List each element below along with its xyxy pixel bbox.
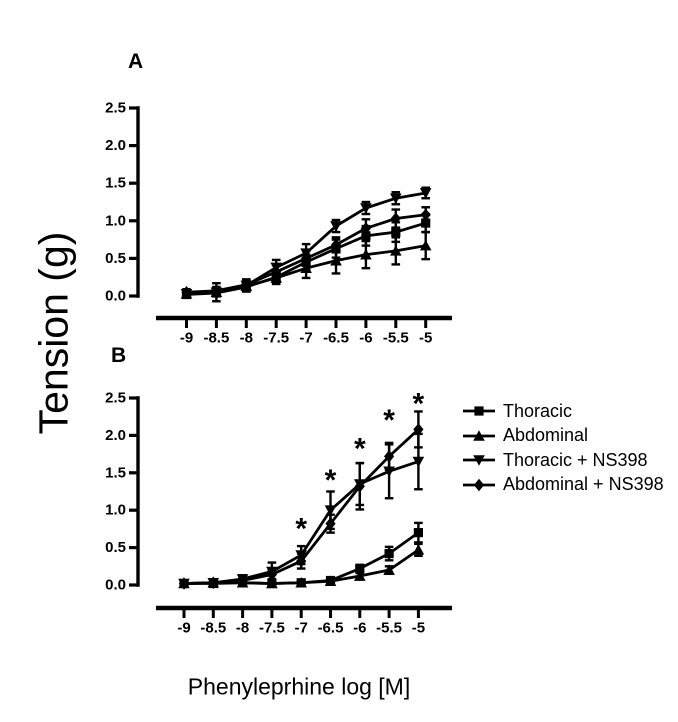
marker-diamond: [325, 517, 336, 530]
y-tick-label: 2.5: [105, 390, 126, 407]
y-tick-label: 1.0: [105, 502, 126, 519]
marker-diamond: [384, 450, 395, 463]
x-tick-label: -8.5: [203, 329, 229, 346]
panel-a-label: A: [128, 50, 144, 73]
x-tick-label: -8.5: [200, 619, 226, 636]
marker-triangle-up: [295, 576, 307, 588]
legend: Thoracic Abdominal Thoracic + NS398 Abdomin…: [462, 399, 664, 497]
marker-triangle-up: [390, 245, 402, 256]
x-tick-label: -6.5: [318, 619, 344, 636]
marker-triangle-down: [412, 456, 425, 468]
marker-diamond: [413, 423, 424, 436]
x-tick-label: -7: [295, 619, 308, 636]
significance-asterisk: *: [354, 432, 366, 465]
legend-label: Abdominal: [503, 425, 589, 446]
marker-diamond: [271, 265, 282, 279]
x-axis: -9 -8.5 -8 -7.5 -7 -6.5 -6 -5.5 -5: [156, 605, 452, 636]
y-tick-label: 2.0: [105, 137, 126, 154]
legend-marker-square-icon: [463, 406, 495, 416]
panel-a-plot: 0.0 0.5 1.0 1.5 2.0 2.5 -9 -8.5 -8 -7.5 -7 -6.5 -6 -5…: [105, 100, 452, 346]
legend-marker-triangle-down-icon: [463, 455, 495, 467]
marker-triangle-down: [473, 455, 485, 467]
y-tick-label: 0.0: [105, 577, 126, 594]
significance-asterisk: *: [325, 464, 337, 497]
legend-item: Abdominal + NS398: [462, 473, 664, 498]
marker-triangle-down: [330, 221, 342, 232]
y-tick-label: 0.5: [105, 250, 126, 267]
x-tick-label: -5: [412, 619, 425, 636]
y-tick-label: 1.5: [105, 175, 126, 192]
x-tick-label: -6: [353, 619, 366, 636]
marker-triangle-up: [419, 239, 432, 251]
marker-diamond: [473, 478, 485, 491]
significance-asterisk: *: [383, 404, 395, 437]
significance-asterisk: *: [413, 388, 425, 421]
x-axis: -9 -8.5 -8 -7.5 -7 -6.5 -6 -5.5 -5: [156, 315, 452, 346]
x-axis-title: Phenyleprhine log [M]: [187, 673, 411, 700]
x-tick-label: -9: [177, 619, 190, 636]
legend-item: Abdominal: [462, 424, 664, 449]
marker-triangle-up: [412, 544, 425, 555]
marker-triangle-down: [419, 188, 432, 199]
marker-diamond: [390, 212, 401, 225]
y-tick-label: 1.0: [105, 212, 126, 229]
series-triangle-down: [180, 186, 432, 303]
legend-item: Thoracic + NS398: [462, 448, 664, 473]
marker-square: [384, 548, 394, 559]
x-tick-label: -7.5: [263, 329, 289, 346]
y-tick-label: 0.5: [105, 539, 126, 556]
marker-square: [355, 563, 365, 574]
x-tick-label: -7: [299, 329, 312, 346]
series-diamond: [178, 410, 424, 590]
marker-diamond: [330, 238, 342, 252]
marker-triangle-up: [383, 564, 395, 575]
x-tick-label: -7.5: [259, 619, 285, 636]
marker-square: [413, 528, 423, 538]
marker-diamond: [354, 480, 365, 493]
y-axis: 0.0 0.5 1.0 1.5 2.0 2.5: [105, 390, 140, 594]
y-axis-title: Tension (g): [30, 231, 77, 435]
y-tick-label: 2.0: [105, 427, 126, 444]
y-tick-label: 0.0: [105, 288, 126, 305]
panel-b-label: B: [111, 344, 127, 367]
marker-diamond: [360, 222, 371, 235]
panel-b-plot: 0.0 0.5 1.0 1.5 2.0 2.5 -9 -8.5 -8 -7.5 -7 -6.5 -6 -5…: [105, 388, 452, 636]
marker-diamond: [420, 208, 431, 221]
marker-triangle-up: [473, 429, 485, 441]
legend-label: Thoracic + NS398: [503, 449, 648, 470]
marker-triangle-down: [360, 203, 372, 214]
x-tick-label: -5: [419, 329, 432, 346]
significance-asterisk: *: [295, 512, 307, 545]
marker-triangle-up: [266, 577, 278, 589]
marker-square: [474, 406, 484, 416]
x-tick-label: -6.5: [323, 329, 349, 346]
series-diamond: [181, 206, 431, 299]
marker-diamond: [211, 284, 222, 297]
x-tick-label: -8: [240, 329, 253, 346]
marker-triangle-down: [324, 505, 337, 516]
legend-label: Abdominal + NS398: [503, 474, 664, 495]
x-tick-label: -5.5: [383, 329, 409, 346]
legend-item: Thoracic: [462, 399, 664, 424]
marker-triangle-up: [330, 254, 342, 266]
x-tick-label: -5.5: [376, 619, 402, 636]
legend-label: Thoracic: [503, 400, 573, 421]
legend-marker-diamond-icon: [463, 478, 495, 491]
marker-triangle-up: [300, 262, 312, 273]
marker-triangle-up: [354, 570, 366, 581]
y-tick-label: 2.5: [105, 100, 126, 117]
x-tick-label: -9: [180, 329, 193, 346]
legend-marker-triangle-up-icon: [463, 429, 495, 441]
marker-triangle-down: [390, 193, 402, 205]
marker-diamond: [181, 286, 192, 299]
marker-triangle-up: [360, 248, 372, 260]
x-tick-label: -6: [359, 329, 372, 346]
y-tick-label: 1.5: [105, 464, 126, 481]
x-tick-label: -8: [236, 619, 249, 636]
marker-square: [391, 227, 401, 237]
y-axis: 0.0 0.5 1.0 1.5 2.0 2.5: [105, 100, 140, 305]
marker-triangle-up: [324, 575, 337, 587]
